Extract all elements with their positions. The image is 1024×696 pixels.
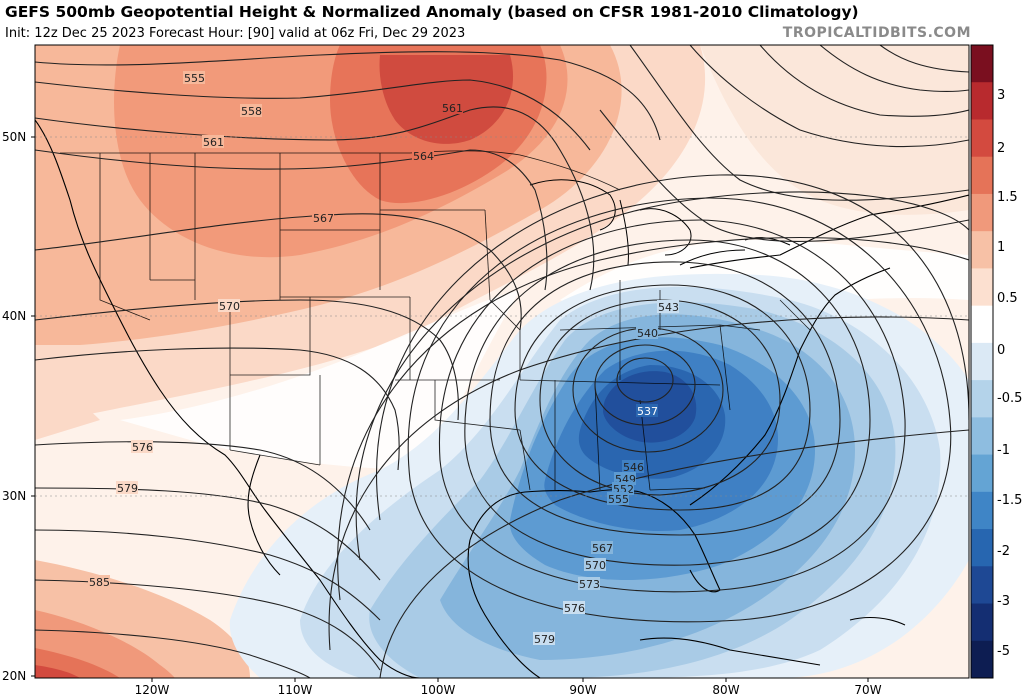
colorbar-labels: 3 2 1.5 1 0.5 0 -0.5 -1 -1.5 -2 -3 -5 — [997, 88, 1022, 659]
contour-label: 585 — [89, 576, 110, 589]
contour-label: 570 — [585, 559, 606, 572]
contour-label: 546 — [623, 461, 644, 474]
colorbar-segment — [971, 231, 993, 269]
colorbar-tick-label: 1.5 — [997, 190, 1018, 205]
colorbar — [970, 44, 994, 679]
low-contours — [328, 174, 969, 678]
colorbar-segment — [971, 82, 993, 120]
lat-label: 20N — [2, 669, 26, 683]
contour-label: 543 — [658, 301, 679, 314]
colorbar-segment — [971, 342, 993, 381]
contour-label: 579 — [534, 633, 555, 646]
contour-label: 558 — [241, 105, 262, 118]
contour-label: 570 — [219, 300, 240, 313]
coastlines — [35, 119, 969, 678]
colorbar-segment — [971, 491, 993, 530]
contour-label: 567 — [592, 542, 613, 555]
colorbar-segment — [971, 193, 993, 232]
lon-label: 80W — [712, 683, 739, 696]
contour-label: 576 — [564, 602, 585, 615]
colorbar-tick-label: -1 — [997, 443, 1010, 458]
colorbar-tick-label: -2 — [997, 544, 1010, 559]
colorbar-segment — [971, 268, 993, 307]
longitude-axis: 120W 110W 100W 90W 80W 70W — [135, 678, 882, 696]
lat-label: 50N — [2, 130, 26, 144]
colorbar-segment — [971, 566, 993, 605]
colorbar-segment — [971, 156, 993, 195]
contour-label: 555 — [608, 493, 629, 506]
lon-label: 100W — [421, 683, 456, 696]
contour-label: 564 — [413, 150, 434, 163]
lon-label: 90W — [569, 683, 596, 696]
lon-label: 70W — [854, 683, 881, 696]
contour-label: 579 — [117, 482, 138, 495]
colorbar-segment — [971, 305, 993, 344]
colorbar-tick-label: 0 — [997, 343, 1005, 358]
site-watermark[interactable]: TROPICALTIDBITS.COM — [782, 25, 971, 41]
contour-label-group: 555 558 561 564 567 570 576 579 585 543 … — [88, 71, 679, 646]
contour-label: 537 — [637, 405, 658, 418]
contour-label: 576 — [132, 441, 153, 454]
contour-label: 567 — [313, 212, 334, 225]
contour-label: 555 — [184, 72, 205, 85]
map-title: GEFS 500mb Geopotential Height & Normali… — [5, 3, 859, 21]
contour-label: 561 — [203, 136, 224, 149]
colorbar-tick-label: 1 — [997, 240, 1005, 255]
contour-label: 540 — [637, 327, 658, 340]
lat-label: 30N — [2, 489, 26, 503]
lat-label: 40N — [2, 309, 26, 323]
map-subtitle: Init: 12z Dec 25 2023 Forecast Hour: [90… — [5, 26, 466, 41]
graticule — [35, 136, 969, 497]
colorbar-segment — [971, 640, 993, 679]
colorbar-tick-label: -1.5 — [997, 493, 1022, 508]
great-lakes — [529, 179, 791, 266]
contour-label: 573 — [579, 578, 600, 591]
colorbar-segment — [971, 45, 993, 83]
colorbar-tick-label: 3 — [997, 88, 1005, 103]
colorbar-segment — [971, 417, 993, 456]
colorbar-tick-label: -3 — [997, 594, 1010, 609]
colorbar-tick-label: -5 — [997, 644, 1010, 659]
lon-label: 120W — [135, 683, 170, 696]
colorbar-segment — [971, 454, 993, 493]
colorbar-segment — [971, 603, 993, 642]
colorbar-segment — [971, 380, 993, 418]
lon-label: 110W — [278, 683, 313, 696]
colorbar-tick-label: -0.5 — [997, 391, 1022, 406]
map-area: 555 558 561 564 567 570 576 579 585 543 … — [35, 45, 969, 678]
latitude-axis: 50N 40N 30N 20N — [2, 130, 35, 683]
colorbar-segment — [971, 529, 993, 567]
colorbar-tick-label: 0.5 — [997, 291, 1018, 306]
height-contours — [35, 45, 969, 678]
colorbar-tick-label: 2 — [997, 141, 1005, 156]
contour-label: 561 — [442, 102, 463, 115]
map-frame — [34, 44, 970, 679]
colorbar-frame — [970, 44, 994, 679]
colorbar-segment — [971, 119, 993, 158]
